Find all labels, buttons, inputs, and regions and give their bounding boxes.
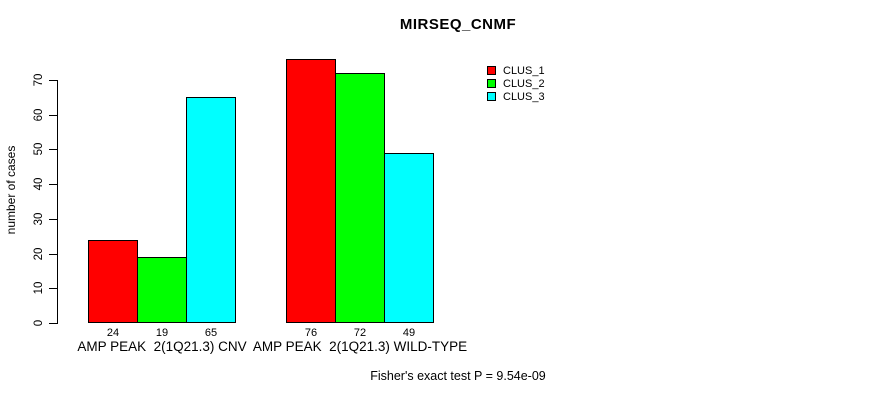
statistical-test-note: Fisher's exact test P = 9.54e-09 [370, 369, 546, 383]
legend-swatch-clus_1 [487, 66, 496, 75]
y-axis-title: number of cases [4, 145, 18, 235]
bar-clus_1 [88, 240, 138, 323]
legend-row: CLUS_3 [487, 90, 545, 103]
y-tick-mark [49, 149, 57, 150]
bar-value-label: 19 [155, 327, 169, 339]
legend-swatch-clus_3 [487, 92, 496, 101]
legend-swatch-clus_2 [487, 79, 496, 88]
y-tick-label: 60 [33, 108, 45, 122]
y-tick-mark [49, 80, 57, 81]
bar-clus_3 [384, 153, 434, 323]
bar-clus_2 [137, 257, 187, 323]
chart-title: MIRSEQ_CNMF [399, 16, 517, 33]
y-tick-label: 0 [33, 319, 45, 327]
y-tick-label: 20 [33, 247, 45, 261]
bar-clus_2 [335, 73, 385, 323]
bar-value-label: 65 [204, 327, 218, 339]
legend-row: CLUS_2 [487, 77, 545, 90]
y-tick-label: 50 [33, 142, 45, 156]
y-tick-label: 30 [33, 212, 45, 226]
bar-value-label: 24 [106, 327, 120, 339]
y-tick-mark [49, 288, 57, 289]
legend-row: CLUS_1 [487, 64, 545, 77]
y-axis-line [57, 80, 58, 324]
y-tick-mark [49, 219, 57, 220]
bar-clus_1 [286, 59, 336, 323]
legend-label: CLUS_3 [503, 90, 545, 103]
x-axis-category-label: AMP PEAK 2(1Q21.3) CNV [77, 339, 247, 354]
legend-label: CLUS_1 [503, 64, 545, 77]
y-tick-mark [49, 115, 57, 116]
y-tick-label: 10 [33, 281, 45, 295]
y-tick-label: 40 [33, 177, 45, 191]
y-tick-mark [49, 184, 57, 185]
bar-clus_3 [186, 97, 236, 323]
y-tick-label: 70 [33, 73, 45, 87]
y-tick-mark [49, 254, 57, 255]
legend-label: CLUS_2 [503, 77, 545, 90]
legend: CLUS_1 CLUS_2 CLUS_3 [487, 64, 545, 103]
y-tick-mark [49, 323, 57, 324]
bar-value-label: 76 [304, 327, 318, 339]
bar-value-label: 49 [402, 327, 416, 339]
bar-value-label: 72 [353, 327, 367, 339]
x-axis-category-label: AMP PEAK 2(1Q21.3) WILD-TYPE [252, 339, 468, 354]
